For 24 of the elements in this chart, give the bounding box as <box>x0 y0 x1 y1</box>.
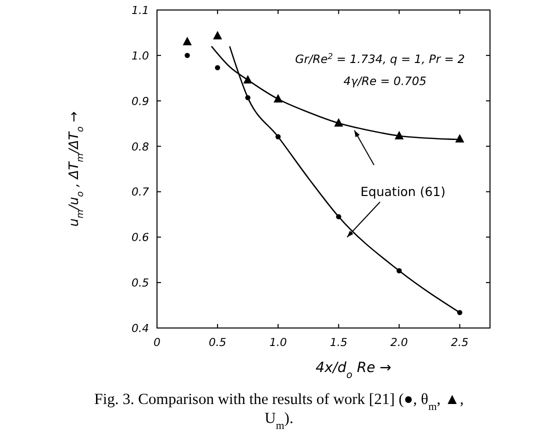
point <box>214 65 220 70</box>
x-tick-label: 0.5 <box>208 336 226 349</box>
point <box>455 134 464 143</box>
y-tick-label: 0.5 <box>132 276 149 290</box>
annotation: Equation (61) <box>360 184 446 199</box>
x-tick-label: 0 <box>154 336 160 349</box>
point <box>184 52 190 58</box>
point <box>213 30 222 40</box>
x-axis-title: 4x/d$_{o}$ Re → <box>316 360 392 380</box>
annotation: Gr/Re$^{2}$ = 1.734, q = 1, Pr = 2 <box>295 52 465 66</box>
y-tick-label: 0.9 <box>132 94 149 108</box>
x-tick-label: 2.0 <box>390 336 408 349</box>
text: Fig. 3. Comparison with the results of work [21] (●, θ$_{m}$, ▲, U$_{m}$). <box>94 391 464 432</box>
x-tick-label: 1.5 <box>330 336 348 349</box>
y-tick-label: 1.0 <box>132 49 149 62</box>
x-tick-label: 2.5 <box>450 336 468 349</box>
y-tick-label: 0.8 <box>132 140 149 154</box>
y-tick-label: 0.7 <box>132 186 149 199</box>
annotation: 4γ/Re = 0.705 <box>344 74 426 88</box>
x-tick-label: 1.0 <box>269 336 287 349</box>
point <box>182 36 192 46</box>
y-tick-label: 0.6 <box>132 231 149 244</box>
y-tick-label: 0.4 <box>132 322 149 335</box>
y-tick-label: 1.1 <box>132 4 149 17</box>
